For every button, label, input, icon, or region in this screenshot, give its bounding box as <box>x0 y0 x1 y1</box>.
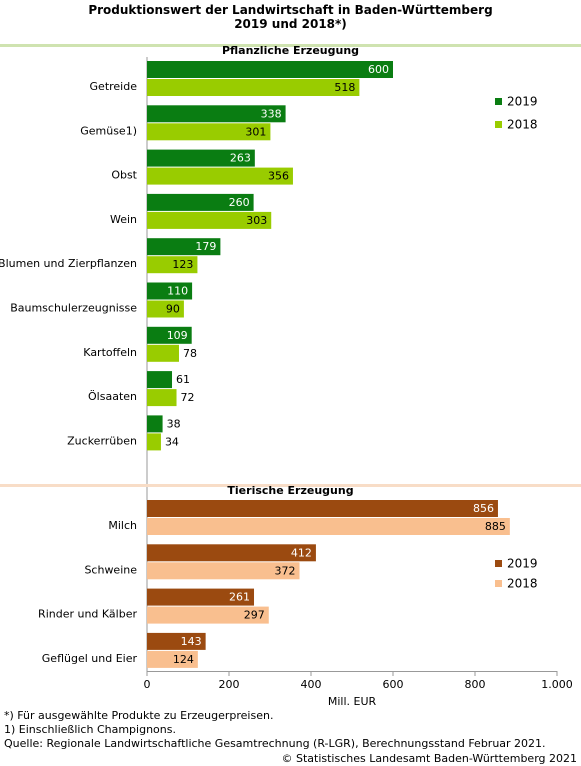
category-label: Wein <box>110 213 137 226</box>
data-label: 72 <box>181 391 195 404</box>
bar <box>147 650 198 668</box>
data-label: 303 <box>246 214 267 227</box>
legend-swatch <box>495 580 502 587</box>
data-label: 261 <box>229 591 250 604</box>
category-label: Gemüse1) <box>80 124 137 137</box>
bar <box>147 518 510 535</box>
x-tick-label: 800 <box>465 678 486 691</box>
category-label: Geflügel und Eier <box>42 652 138 665</box>
bar <box>147 300 184 318</box>
bar <box>147 606 269 624</box>
legend-swatch <box>495 121 502 128</box>
panel-title: Pflanzliche Erzeugung <box>222 44 359 57</box>
data-label: 143 <box>181 635 202 648</box>
bar-chart: Pflanzliche Erzeugung Getreide 600 518 Gemüs… <box>0 44 581 705</box>
data-label: 109 <box>167 329 188 342</box>
category-label: Getreide <box>90 80 138 93</box>
legend-swatch <box>495 98 502 105</box>
data-label: 301 <box>245 125 266 138</box>
bar <box>147 415 163 433</box>
data-label: 372 <box>275 564 296 577</box>
footnote-1: *) Für ausgewählte Produkte zu Erzeugerp… <box>4 709 274 722</box>
x-axis-label: Mill. EUR <box>328 695 377 705</box>
bar <box>147 149 255 167</box>
chart-title: Produktionswert der Landwirtschaft in Ba… <box>88 3 493 17</box>
data-label: 124 <box>173 653 194 666</box>
bar <box>147 79 360 96</box>
data-label: 90 <box>166 303 180 316</box>
legend-label: 2018 <box>507 118 538 132</box>
bar <box>147 588 255 606</box>
bar <box>147 389 177 407</box>
x-tick-label: 200 <box>219 678 240 691</box>
data-label: 856 <box>473 502 494 515</box>
x-tick-label: 400 <box>301 678 322 691</box>
x-tick-label: 0 <box>144 678 151 691</box>
bar <box>147 344 179 362</box>
data-label: 123 <box>172 258 193 271</box>
data-label: 412 <box>291 546 312 559</box>
data-label: 110 <box>167 285 188 298</box>
data-label: 38 <box>167 417 181 430</box>
data-label: 78 <box>183 347 197 360</box>
data-label: 61 <box>176 373 190 386</box>
bar <box>147 238 221 256</box>
data-label: 260 <box>229 196 250 209</box>
data-label: 600 <box>368 63 389 76</box>
bar <box>147 326 192 344</box>
bar <box>147 371 173 389</box>
x-tick-label: 1.000 <box>541 678 573 691</box>
bar <box>147 211 272 229</box>
legend-label: 2018 <box>507 577 538 591</box>
data-label: 518 <box>334 81 355 94</box>
legend-label: 2019 <box>507 95 538 109</box>
data-label: 356 <box>268 170 289 183</box>
bar <box>147 256 198 274</box>
bar <box>147 61 393 78</box>
data-label: 338 <box>261 107 282 120</box>
data-label: 179 <box>195 240 216 253</box>
legend-swatch <box>495 560 502 567</box>
source-note: Quelle: Regionale Landwirtschaftliche Ge… <box>4 737 546 750</box>
category-label: Zuckerrüben <box>67 434 137 447</box>
category-label: Obst <box>111 169 137 182</box>
category-label: Baumschulerzeugnisse <box>10 302 137 315</box>
bar <box>147 562 300 580</box>
data-label: 263 <box>230 152 251 165</box>
data-label: 297 <box>244 609 265 622</box>
category-label: Milch <box>108 519 137 532</box>
bar <box>147 167 293 185</box>
bar <box>147 282 193 300</box>
panel-title: Tierische Erzeugung <box>227 484 353 497</box>
data-label: 34 <box>165 435 179 448</box>
bar <box>147 123 271 141</box>
data-label: 885 <box>485 520 506 533</box>
bar <box>147 433 161 451</box>
x-tick-label: 600 <box>383 678 404 691</box>
category-label: Ölsaaten <box>88 390 137 403</box>
category-label: Schweine <box>84 563 137 576</box>
bar <box>147 500 498 517</box>
legend-label: 2019 <box>507 557 538 571</box>
bar <box>147 105 286 123</box>
category-label: Kartoffeln <box>83 346 137 359</box>
bar <box>147 632 206 650</box>
copyright-note: © Statistisches Landesamt Baden-Württemb… <box>281 752 577 765</box>
bar <box>147 544 316 562</box>
chart-subtitle: 2019 und 2018*) <box>234 17 347 31</box>
category-label: Blumen und Zierpflanzen <box>0 257 137 270</box>
bar <box>147 193 254 211</box>
footnote-2: 1) Einschließlich Champignons. <box>4 723 176 736</box>
category-label: Rinder und Kälber <box>38 608 137 621</box>
